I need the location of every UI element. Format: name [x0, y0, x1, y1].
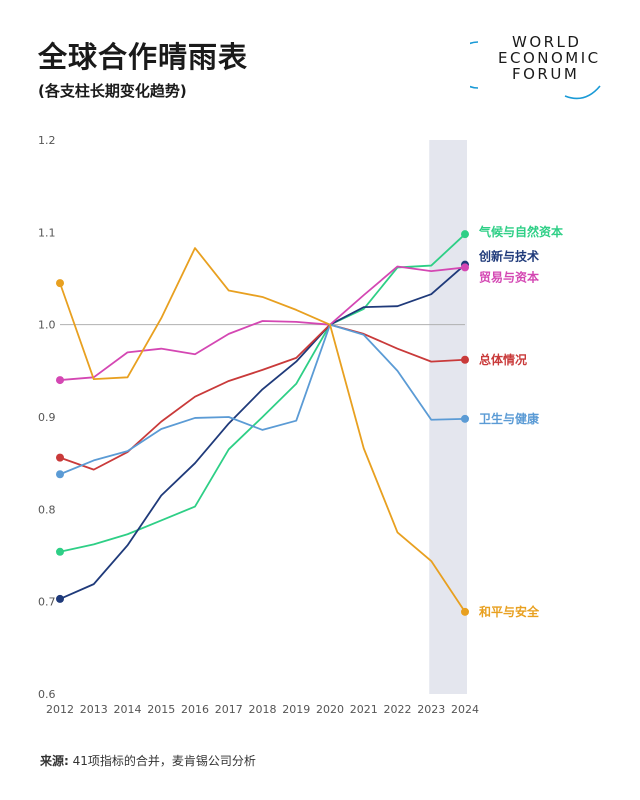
series-start-point	[56, 376, 64, 385]
y-tick-label: 0.6	[38, 688, 56, 701]
series-start-point	[56, 594, 64, 603]
series-label: 卫生与健康	[479, 411, 540, 426]
series-line	[59, 263, 466, 600]
wef-logo: WORLD ECONOMIC FORUM	[470, 34, 620, 104]
x-tick-label: 2016	[181, 703, 209, 716]
series-end-point	[461, 355, 469, 364]
chart-title: 全球合作晴雨表	[38, 40, 249, 74]
series-line	[59, 265, 466, 381]
y-tick-label: 0.7	[38, 596, 56, 609]
logo-arc-icon	[470, 41, 601, 100]
x-tick-label: 2013	[80, 703, 108, 716]
x-tick-label: 2024	[451, 703, 479, 716]
x-tick-label: 2022	[384, 703, 412, 716]
x-tick-label: 2014	[114, 703, 142, 716]
series-start-point	[56, 279, 64, 288]
series-start-point	[56, 547, 64, 556]
series-label: 总体情况	[479, 352, 527, 367]
series-line	[59, 247, 466, 613]
x-tick-label: 2015	[147, 703, 175, 716]
y-tick-label: 1.1	[38, 226, 56, 239]
series-end-point	[461, 230, 469, 239]
source-note: 来源: 41项指标的合并，麦肯锡公司分析	[40, 752, 256, 769]
x-tick-label: 2023	[417, 703, 445, 716]
logo-line-1: WORLD	[512, 33, 582, 51]
series-label: 创新与技术	[478, 249, 539, 264]
x-tick-label: 2018	[249, 703, 277, 716]
series-label: 贸易与资本	[479, 269, 539, 284]
y-tick-label: 1.2	[38, 134, 56, 147]
y-tick-label: 1.0	[38, 319, 56, 332]
series-label: 气候与自然资本	[478, 224, 563, 239]
y-tick-label: 0.8	[38, 503, 56, 516]
series-end-point	[461, 607, 469, 616]
source-text: 41项指标的合并，麦肯锡公司分析	[72, 754, 256, 768]
series-line	[59, 233, 466, 553]
x-tick-label: 2019	[282, 703, 310, 716]
series-label: 和平与安全	[478, 604, 540, 619]
line-chart: 0.6 0.7 0.8 0.9 1.0 1.1 1.2 2012 2013 2014 2015 201…	[38, 134, 563, 716]
x-tick-label: 2021	[350, 703, 378, 716]
chart-subtitle: (各支柱长期变化趋势)	[38, 82, 187, 100]
x-tick-label: 2012	[46, 703, 74, 716]
series-end-point	[461, 414, 469, 423]
logo-line-2: ECONOMIC	[498, 49, 601, 67]
logo-line-3: FORUM	[512, 65, 580, 83]
series-start-point	[56, 453, 64, 462]
source-label: 来源:	[40, 754, 69, 768]
shaded-range-band	[429, 140, 467, 694]
series-line	[59, 323, 466, 471]
series-start-point	[56, 470, 64, 479]
series-line	[59, 323, 466, 476]
series-end-point	[461, 263, 469, 272]
x-tick-label: 2020	[316, 703, 344, 716]
y-tick-label: 0.9	[38, 411, 56, 424]
x-tick-label: 2017	[215, 703, 243, 716]
